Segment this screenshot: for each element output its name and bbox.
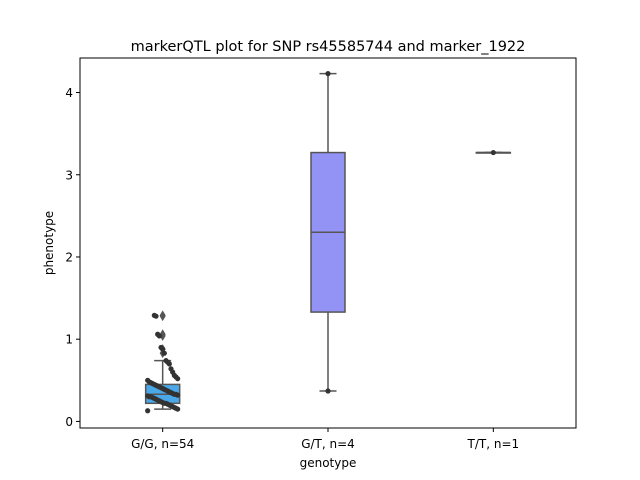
y-axis-label: phenotype [42, 211, 56, 275]
x-tick-label: G/T, n=4 [301, 437, 355, 451]
y-tick-label: 2 [65, 250, 73, 264]
data-point [163, 357, 169, 364]
y-tick-label: 3 [65, 168, 73, 182]
data-point [155, 331, 161, 337]
y-tick-label: 1 [65, 333, 73, 347]
data-point [161, 350, 167, 356]
boxes-layer [144, 72, 512, 410]
data-point [490, 149, 496, 156]
points-layer [145, 71, 496, 414]
data-point [145, 408, 151, 414]
x-tick-label: G/G, n=54 [131, 437, 194, 451]
x-tick-label: T/T, n=1 [467, 437, 520, 451]
x-axis-label: genotype [300, 456, 357, 470]
data-point [158, 344, 164, 351]
y-tick-label: 4 [65, 86, 73, 100]
y-axis: 0 1 2 3 4 [65, 86, 80, 429]
x-axis: G/G, n=54 G/T, n=4 T/T, n=1 [131, 428, 519, 451]
data-point [145, 377, 151, 383]
y-tick-label: 0 [65, 415, 73, 429]
outlier-marker [159, 310, 166, 321]
data-point [145, 393, 151, 399]
data-point [151, 312, 157, 318]
data-point [325, 388, 331, 394]
chart-title: markerQTL plot for SNP rs45585744 and ma… [131, 39, 526, 55]
data-point [168, 366, 174, 372]
data-point [325, 71, 331, 77]
